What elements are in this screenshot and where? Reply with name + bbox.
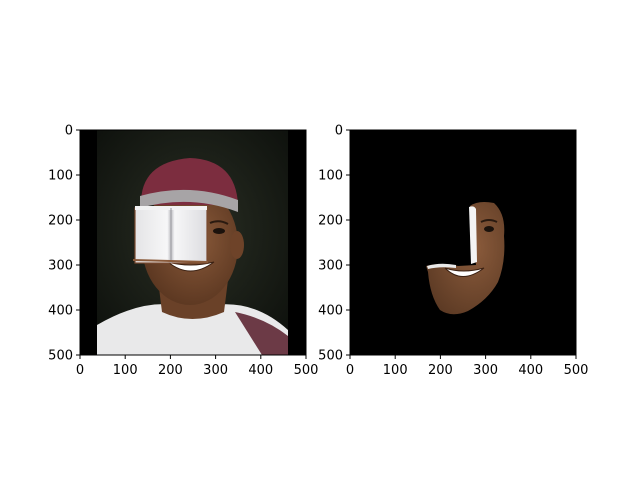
left-x-tick-label: 300 (203, 363, 228, 378)
left-x-ticks: 0 100 200 300 400 500 (76, 355, 319, 378)
left-y-tick-label: 0 (65, 124, 73, 139)
right-x-ticks: 0 100 200 300 400 500 (346, 355, 589, 378)
right-x-tick-label: 500 (564, 363, 589, 378)
right-panel-axes: 0 100 200 300 400 500 0 100 200 300 400 500 (318, 124, 588, 379)
right-y-tick-label: 300 (318, 259, 343, 274)
right-y-tick-label: 200 (318, 214, 343, 229)
left-x-tick-label: 100 (113, 363, 138, 378)
right-y-tick-label: 400 (318, 304, 343, 319)
right-x-tick-label: 100 (383, 363, 408, 378)
right-panel-frame (349, 129, 577, 356)
left-y-tick-label: 500 (48, 349, 73, 364)
left-x-tick-label: 200 (158, 363, 183, 378)
left-x-tick-label: 500 (294, 363, 319, 378)
right-y-tick-label: 0 (335, 124, 343, 139)
left-y-tick-label: 400 (48, 304, 73, 319)
left-y-tick-label: 300 (48, 259, 73, 274)
left-x-tick-label: 0 (76, 363, 84, 378)
right-y-ticks: 0 100 200 300 400 500 (318, 124, 350, 364)
left-panel-frame (79, 129, 307, 356)
left-y-tick-label: 200 (48, 214, 73, 229)
left-y-ticks: 0 100 200 300 400 500 (48, 124, 80, 364)
right-x-tick-label: 200 (428, 363, 453, 378)
right-y-tick-label: 500 (318, 349, 343, 364)
right-panel-image (350, 130, 576, 355)
left-panel-axes: 0 100 200 300 400 500 0 100 200 300 400 500 (48, 124, 318, 379)
right-x-tick-label: 0 (346, 363, 354, 378)
left-panel-image (80, 130, 306, 355)
right-x-tick-label: 300 (473, 363, 498, 378)
right-x-tick-label: 400 (518, 363, 543, 378)
left-x-tick-label: 400 (248, 363, 273, 378)
left-y-tick-label: 100 (48, 169, 73, 184)
right-y-tick-label: 100 (318, 169, 343, 184)
